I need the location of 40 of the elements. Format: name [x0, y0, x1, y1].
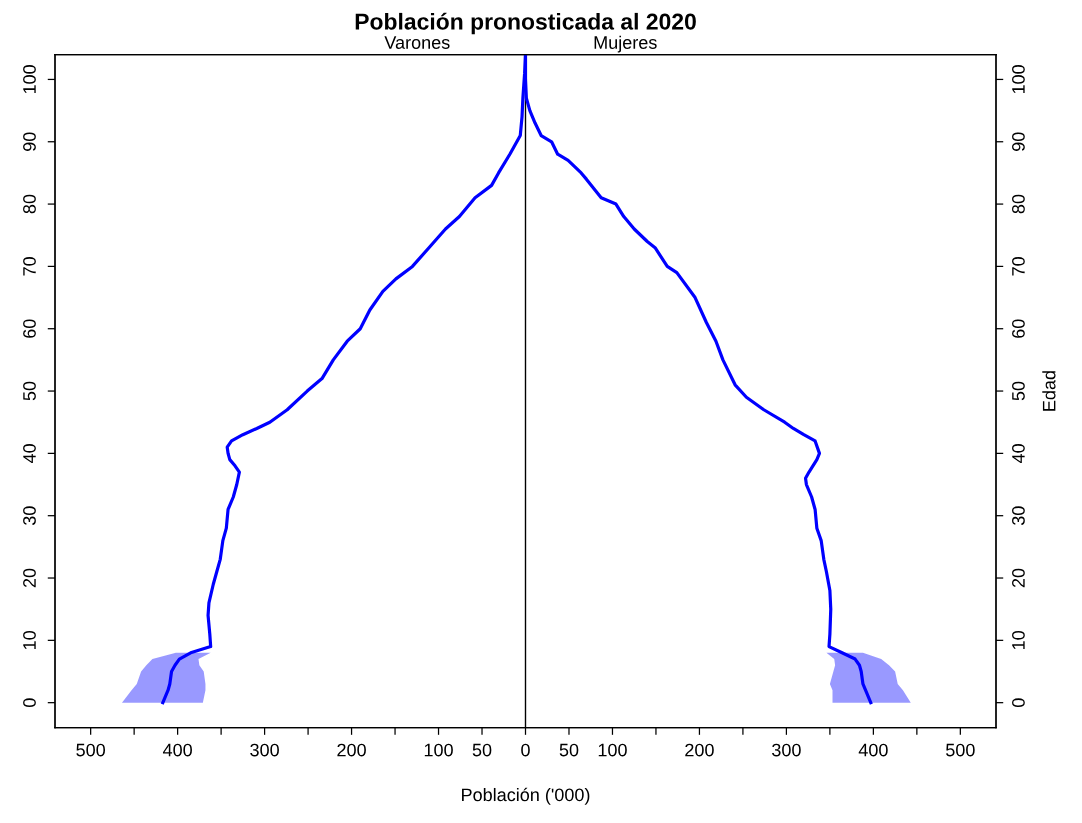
y2-tick-label: 100: [1012, 65, 1025, 94]
y-tick-label: 0: [23, 698, 36, 707]
text: Mujeres: [594, 35, 657, 53]
y2-tick-label: 20: [1012, 568, 1025, 588]
x-tick-label: 300: [772, 743, 801, 757]
x-axis-title: Población ('000): [462, 787, 590, 805]
y2-tick-label: 30: [1012, 506, 1025, 526]
y2-tick-label: 10: [1012, 631, 1025, 650]
y2-tick-label: 60: [1012, 319, 1025, 338]
y-tick-label: 40: [23, 444, 36, 463]
x-tick-label: 500: [946, 743, 975, 757]
y2-tick-label: 80: [1012, 194, 1025, 214]
y2-tick-label: 50: [1012, 381, 1025, 401]
x-tick-label: 300: [250, 743, 279, 757]
x-tick-label: 50: [559, 743, 579, 757]
chart-title: Población pronosticada al 2020: [355, 12, 696, 35]
x-tick-label: 0: [521, 743, 530, 757]
x-tick-label: 500: [76, 743, 106, 757]
y2-axis-title: Edad: [1042, 371, 1056, 411]
y2-tick-label: 90: [1012, 132, 1025, 151]
x-tick-label: 200: [685, 743, 714, 757]
y-tick-label: 10: [23, 631, 36, 650]
text: Varones: [384, 36, 450, 49]
y2-tick-label: 70: [1012, 257, 1025, 276]
x-tick-label: 50: [472, 743, 492, 757]
y2-tick-label: 0: [1012, 698, 1025, 707]
y-tick-label: 50: [23, 381, 36, 401]
y2-tick-label: 40: [1012, 444, 1025, 463]
x-tick-label: 400: [162, 743, 192, 757]
y-tick-label: 30: [23, 506, 36, 526]
x-tick-label: 400: [858, 743, 888, 757]
x-tick-label: 100: [424, 743, 453, 757]
y-tick-label: 20: [23, 568, 36, 588]
y-tick-label: 100: [23, 65, 36, 94]
y-tick-label: 70: [23, 257, 36, 276]
y-tick-label: 80: [23, 194, 36, 214]
y-tick-label: 90: [23, 132, 36, 151]
x-tick-label: 200: [337, 743, 366, 757]
y-tick-label: 60: [23, 319, 36, 338]
x-tick-label: 100: [598, 743, 627, 757]
